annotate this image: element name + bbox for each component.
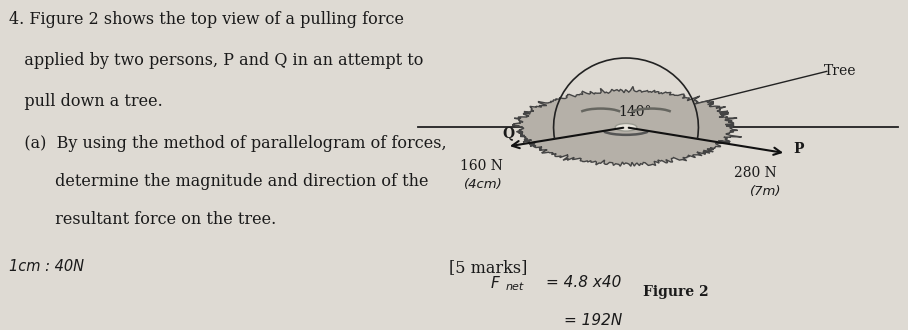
Text: (a)  By using the method of parallelogram of forces,: (a) By using the method of parallelogram… xyxy=(9,135,446,152)
Text: [5 marks]: [5 marks] xyxy=(449,259,528,277)
Text: (7m): (7m) xyxy=(750,185,782,198)
Text: Figure 2: Figure 2 xyxy=(643,285,708,299)
Circle shape xyxy=(615,123,637,131)
Text: applied by two persons, P and Q in an attempt to: applied by two persons, P and Q in an at… xyxy=(9,52,423,69)
Text: determine the magnitude and direction of the: determine the magnitude and direction of… xyxy=(9,173,429,190)
Text: 1cm : 40N: 1cm : 40N xyxy=(9,259,84,275)
Polygon shape xyxy=(512,86,742,166)
Text: = 192N: = 192N xyxy=(565,313,623,328)
Text: (4cm): (4cm) xyxy=(464,178,502,191)
Text: 140°: 140° xyxy=(618,105,652,119)
Text: Tree: Tree xyxy=(824,64,857,78)
Text: $\mathregular{F}$: $\mathregular{F}$ xyxy=(490,275,501,291)
Text: pull down a tree.: pull down a tree. xyxy=(9,93,163,110)
Text: net: net xyxy=(506,281,524,291)
Text: 4. Figure 2 shows the top view of a pulling force: 4. Figure 2 shows the top view of a pull… xyxy=(9,11,404,28)
Text: 280 N: 280 N xyxy=(735,166,777,180)
Text: resultant force on the tree.: resultant force on the tree. xyxy=(9,211,276,228)
Text: 160 N: 160 N xyxy=(459,159,502,173)
Text: P: P xyxy=(794,143,804,156)
Text: Q: Q xyxy=(502,126,514,140)
Text: = 4.8 x40: = 4.8 x40 xyxy=(547,275,622,290)
